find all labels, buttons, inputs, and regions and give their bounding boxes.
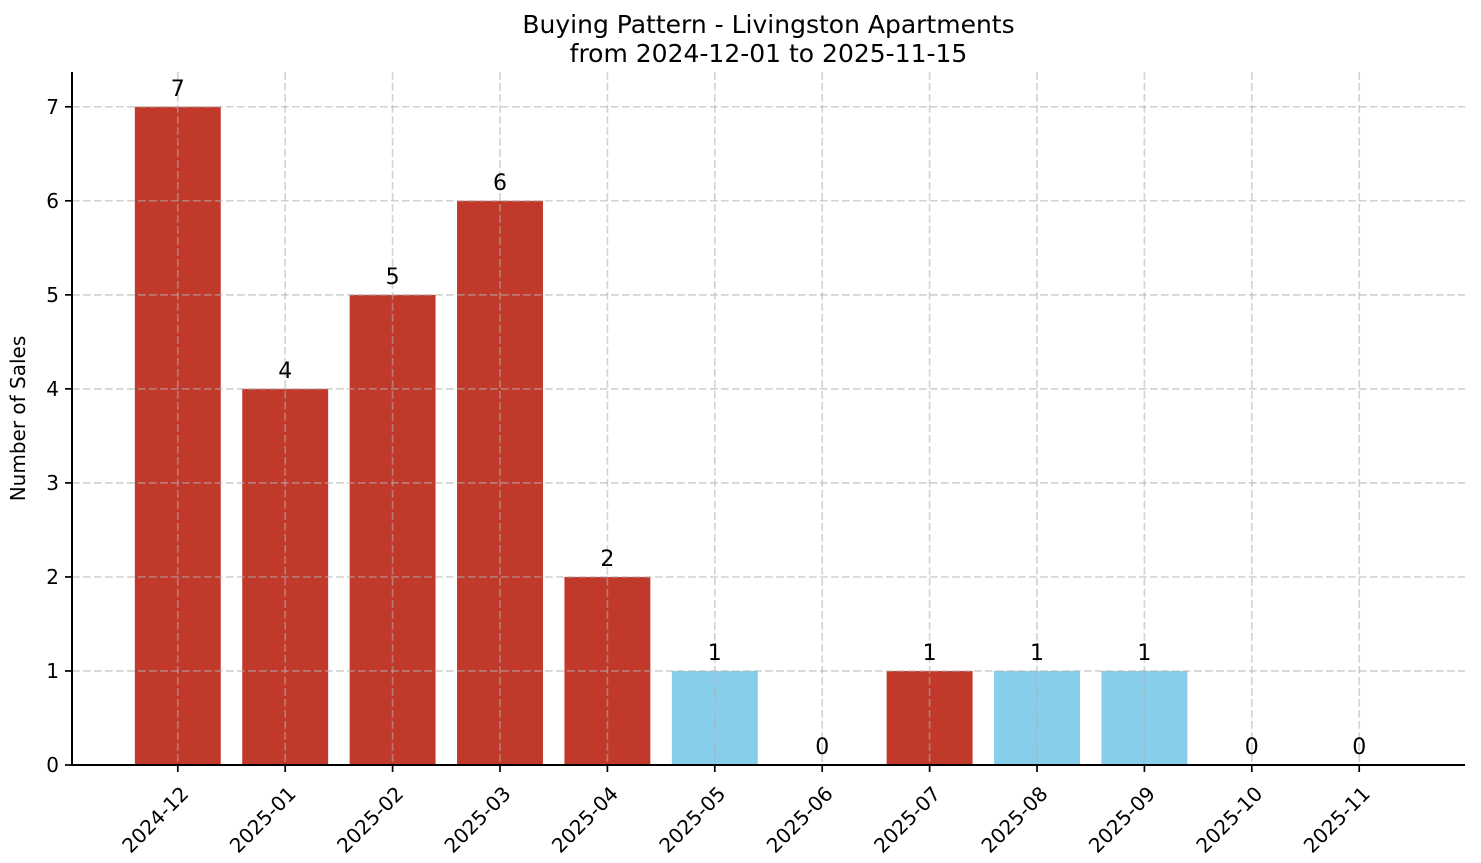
y-tick-label: 1	[46, 659, 59, 683]
y-tick-label: 5	[46, 283, 59, 307]
x-tick-label: 2025-01	[225, 782, 301, 858]
x-tick-label: 2025-10	[1191, 782, 1267, 858]
x-tick-label: 2025-03	[439, 782, 515, 858]
bar-value-label: 2	[600, 547, 614, 572]
y-tick-label: 4	[46, 377, 59, 401]
y-tick-label: 3	[46, 471, 59, 495]
bar-value-label: 0	[1245, 735, 1259, 760]
x-tick-label: 2025-07	[869, 782, 945, 858]
x-tick-label: 2025-08	[976, 782, 1052, 858]
x-tick-label: 2025-11	[1299, 782, 1375, 858]
bar-2025-08	[994, 670, 1080, 765]
bar-value-label: 7	[171, 77, 185, 102]
bar-2025-09	[1101, 670, 1188, 765]
bar-value-label: 1	[708, 641, 722, 666]
bar-value-label: 0	[1352, 735, 1366, 760]
bar-2025-05	[671, 670, 758, 765]
x-tick-label: 2025-09	[1084, 782, 1160, 858]
x-tick-label: 2025-02	[332, 782, 408, 858]
y-tick-label: 6	[46, 189, 59, 213]
bar-value-label: 0	[815, 735, 829, 760]
x-tick-label: 2024-12	[117, 782, 193, 858]
y-tick-label: 2	[46, 565, 59, 589]
chart-subtitle: from 2024-12-01 to 2025-11-15	[570, 39, 968, 68]
chart-title: Buying Pattern - Livingston Apartments	[522, 10, 1014, 39]
y-axis-label: Number of Sales	[6, 336, 30, 502]
y-tick-label: 0	[46, 753, 59, 777]
x-tick-label: 2025-04	[547, 782, 623, 858]
x-tick-label: 2025-05	[654, 782, 730, 858]
bar-value-label: 1	[1030, 641, 1044, 666]
bar-2025-07	[886, 670, 973, 765]
bar-value-label: 6	[493, 171, 507, 196]
bar-value-label: 1	[1137, 641, 1151, 666]
bar-value-label: 5	[386, 265, 400, 290]
bar-value-label: 4	[278, 359, 292, 384]
bar-value-label: 1	[923, 641, 937, 666]
y-tick-label: 7	[46, 95, 59, 119]
x-tick-label: 2025-06	[762, 782, 838, 858]
